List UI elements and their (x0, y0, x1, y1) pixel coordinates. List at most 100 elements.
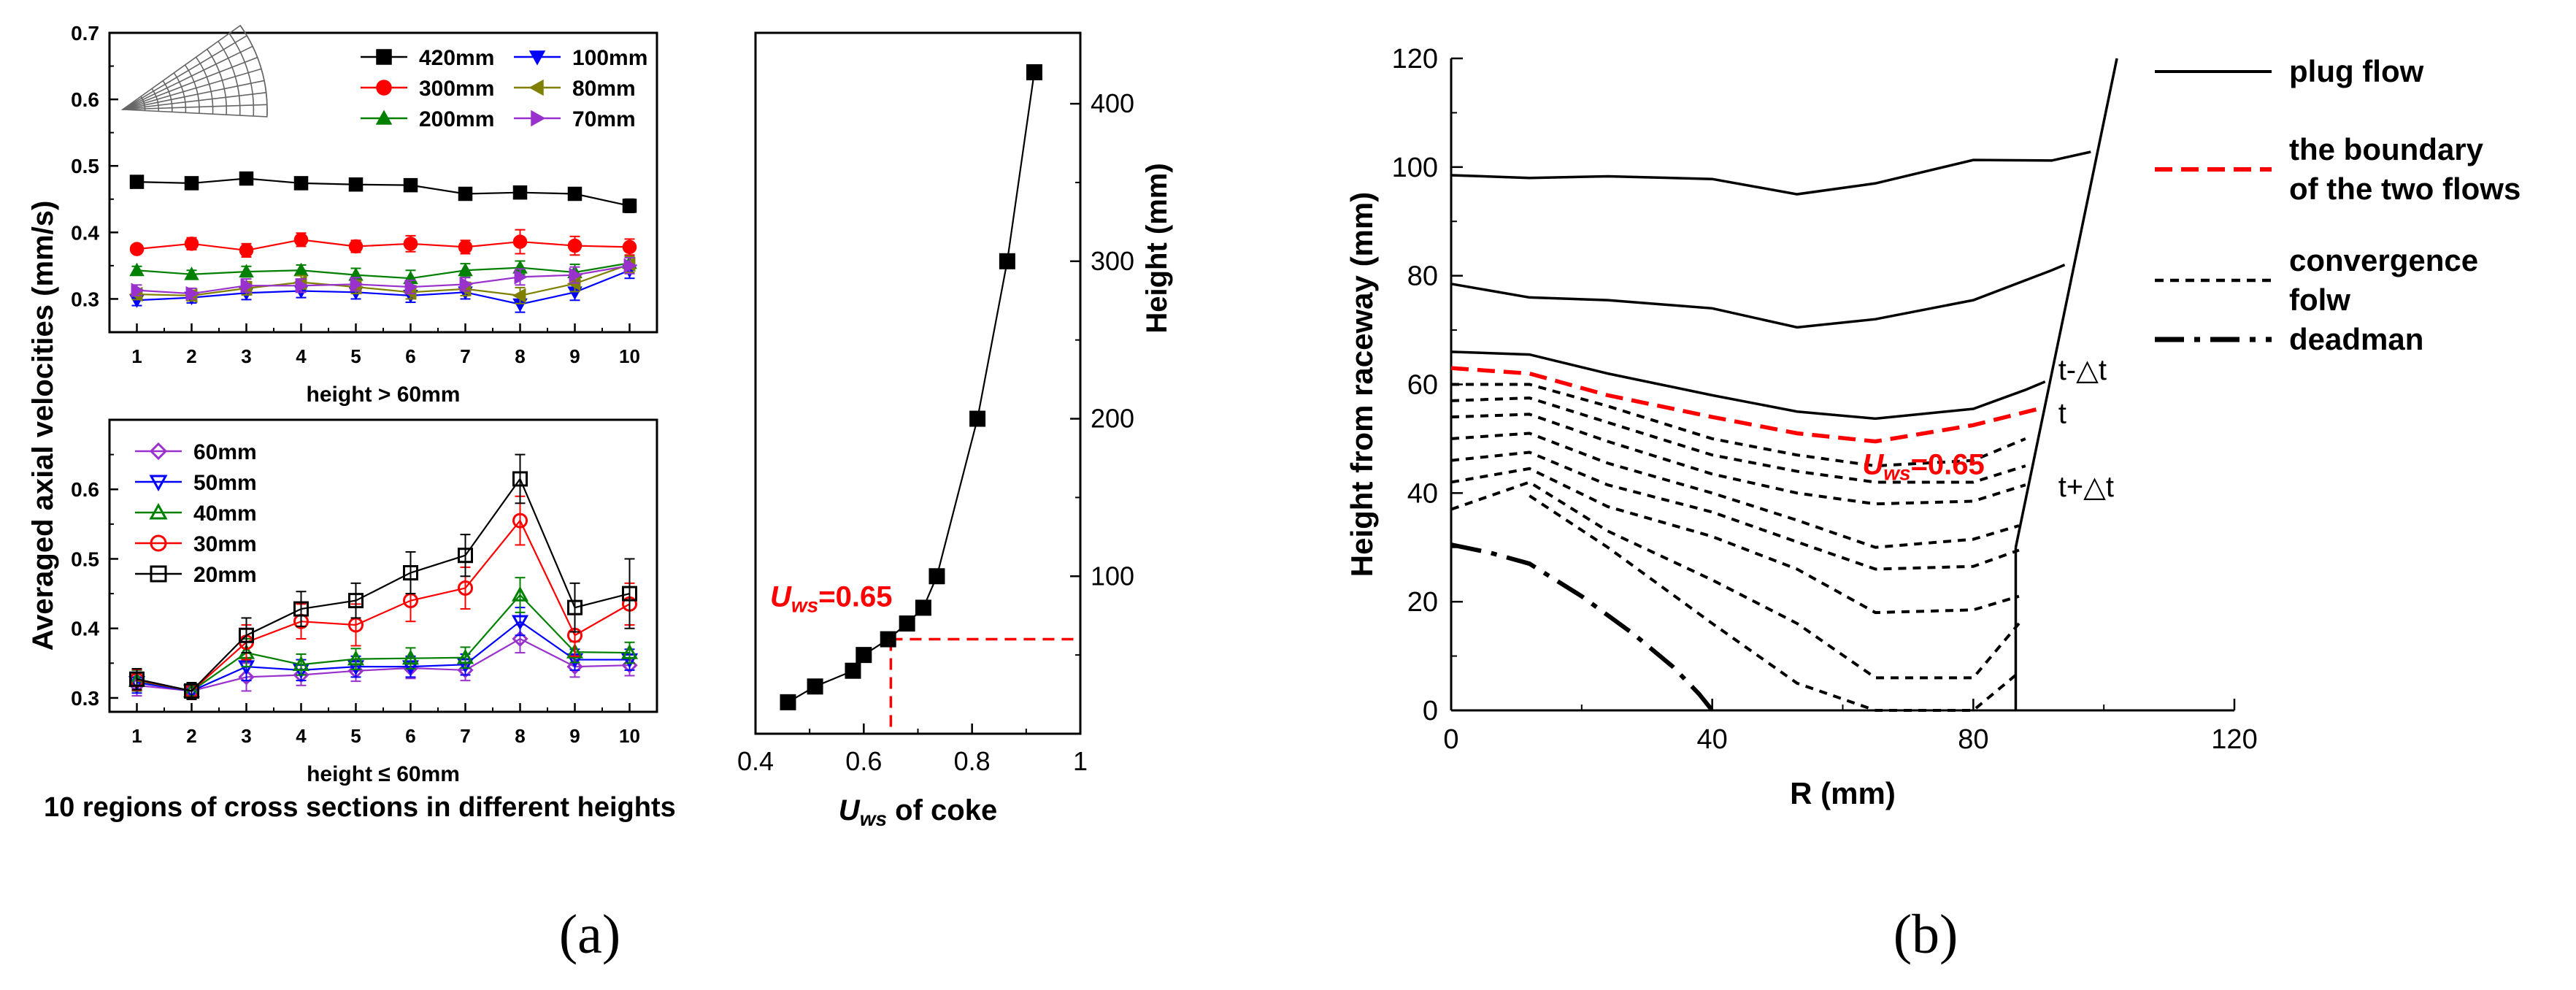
plug-flow-line (1450, 264, 2066, 329)
data-point (856, 647, 872, 664)
chart-a-top: 1 2 3 4 5 6 7 8 9 10 0.3 0.4 0.5 0.6 0.7 height > 60mm 4… (71, 22, 658, 407)
data-point (404, 279, 419, 295)
legend-marker (528, 79, 544, 96)
data-point (458, 186, 473, 202)
data-point (239, 243, 254, 258)
legend-label: deadman (2289, 322, 2423, 356)
legend-label: 420mm (419, 46, 494, 70)
data-point (293, 232, 309, 248)
x-tick-label: 5 (350, 345, 361, 367)
data-point (131, 283, 145, 298)
cross-section-inset-icon (120, 24, 268, 118)
y-tick-label: 0.6 (71, 478, 99, 501)
convergence-line (1450, 480, 2021, 680)
data-point (622, 239, 637, 255)
y-tick-label: 0.3 (71, 288, 99, 310)
legend-marker (528, 50, 546, 66)
chart-a-bottom: 1 2 3 4 5 6 7 8 9 10 0.3 0.4 0.5 0.6 height ≤ 60mm 60mm… (71, 418, 658, 786)
legend-marker (150, 534, 167, 552)
legend-label: convergence (2289, 243, 2478, 277)
legend-marker (375, 110, 393, 125)
series-70mm (131, 256, 638, 302)
series-line (137, 477, 630, 692)
data-point (512, 288, 526, 304)
uws-annotation: Uws=0.65 (770, 581, 892, 617)
deadman-line (1450, 542, 1715, 712)
data-point (403, 565, 418, 581)
data-point (567, 599, 583, 615)
series-line (137, 594, 630, 692)
panel-label-b: (b) (1893, 904, 1958, 965)
caption-a: 10 regions of cross sections in differen… (44, 792, 676, 823)
x-tick-label: 7 (460, 345, 470, 367)
plug-flow-line (1450, 150, 2091, 196)
data-point (512, 185, 528, 200)
plug-flow-line (1450, 350, 2046, 421)
series-line (137, 264, 630, 295)
x-tick-label: 10 (619, 725, 640, 747)
fan-spoke (122, 80, 265, 110)
x-tick-label: 10 (619, 345, 640, 367)
series-line (137, 264, 630, 297)
data-point (293, 667, 309, 683)
series-line (137, 177, 630, 207)
y-tick-label: 100 (1392, 153, 1438, 183)
data-point (350, 277, 364, 292)
data-point (185, 285, 200, 302)
data-point (514, 269, 528, 285)
x-tick-label: 8 (515, 725, 525, 747)
series-line (137, 239, 630, 252)
y-tick-label: 0.5 (71, 155, 99, 177)
x-axis-label: height > 60mm (307, 383, 461, 407)
y-tick-label: 0.4 (71, 618, 99, 640)
x-tick-label: 8 (515, 345, 525, 367)
legend-label: 70mm (572, 107, 636, 131)
x-tick-label: 6 (405, 725, 415, 747)
data-point (129, 242, 145, 256)
series-line (137, 262, 630, 280)
x-tick-label: 0.6 (845, 746, 882, 776)
x-tick-label: 0 (1443, 724, 1458, 755)
legend-label: 80mm (572, 77, 636, 101)
series-line (137, 519, 631, 692)
data-point (238, 669, 255, 686)
x-axis-label: height ≤ 60mm (307, 762, 460, 786)
data-point (403, 177, 418, 193)
y-tick-label: 400 (1091, 88, 1134, 118)
x-axis-label-rest: of coke (887, 794, 997, 826)
series-50mm (128, 607, 639, 700)
data-point (458, 262, 473, 277)
fan-spoke (122, 68, 262, 110)
legend-label: 40mm (193, 502, 257, 526)
uws-annotation-subscript: ws (791, 594, 818, 617)
fan-spoke (122, 104, 267, 110)
x-tick-label: 4 (296, 345, 307, 367)
legend-marker (376, 49, 392, 65)
series-40mm (128, 577, 639, 700)
boundary-line (1450, 366, 2039, 444)
x-tick-label: 1 (131, 725, 142, 747)
data-point (348, 177, 364, 192)
convergence-line (1450, 412, 2026, 506)
fan-spoke (122, 45, 253, 110)
y-tick-label: 120 (1392, 44, 1438, 74)
panel-label-a: (a) (559, 904, 620, 965)
uws-annotation-value: =0.65 (818, 581, 892, 613)
fan-spoke (122, 91, 266, 110)
data-point (129, 671, 145, 687)
legend: 60mm 50mm 40mm 30mm 20mm (135, 440, 257, 587)
x-axis-label-symbol: U (839, 794, 861, 826)
uws-annotation-value: =0.65 (1911, 448, 1985, 480)
data-point (403, 237, 418, 251)
convergence-line (1529, 494, 2021, 712)
legend-marker (149, 442, 168, 461)
x-tick-label: 0.4 (737, 746, 774, 776)
legend-label: 50mm (193, 471, 257, 495)
x-tick-label: 6 (405, 345, 415, 367)
data-point (401, 649, 420, 665)
x-tick-label: 80 (1958, 724, 1988, 755)
series-line (137, 620, 630, 692)
y-tick-label: 20 (1407, 587, 1438, 618)
legend-marker (150, 565, 167, 583)
